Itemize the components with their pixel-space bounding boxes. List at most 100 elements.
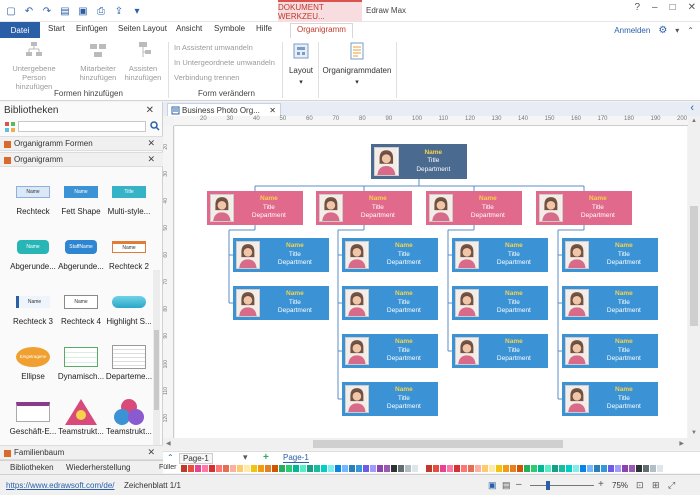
palette-swatch[interactable] <box>517 465 524 472</box>
tab-recovery[interactable]: Wiederherstellung <box>66 463 131 472</box>
vertical-scrollbar[interactable]: ▲ ▼ <box>688 116 700 438</box>
palette-swatch[interactable] <box>265 465 272 472</box>
palette-swatch[interactable] <box>251 465 258 472</box>
zoom-in-icon[interactable]: + <box>598 479 604 490</box>
org-card[interactable]: Name Title Department <box>562 286 658 320</box>
library-section-organigram[interactable]: Organigramm ✕ <box>0 152 163 167</box>
scroll-right-icon[interactable]: ▶ <box>679 441 684 447</box>
signin-link[interactable]: Anmelden <box>614 26 651 35</box>
library-shape[interactable]: Teamstrukt... <box>104 392 154 442</box>
org-card[interactable]: Name Title Department <box>342 238 438 272</box>
palette-swatch[interactable] <box>608 465 615 472</box>
palette-swatch[interactable] <box>531 465 538 472</box>
undo-icon[interactable]: ↶ <box>24 5 34 17</box>
zoom-slider[interactable] <box>530 485 594 486</box>
palette-swatch[interactable] <box>398 465 405 472</box>
save-icon[interactable]: ▣ <box>78 5 88 17</box>
page-nav-up-icon[interactable]: ⌃ <box>167 453 174 462</box>
palette-swatch[interactable] <box>237 465 244 472</box>
palette-swatch[interactable] <box>300 465 307 472</box>
palette-swatch[interactable] <box>524 465 531 472</box>
zoom-out-icon[interactable]: – <box>516 479 522 490</box>
library-shape[interactable]: Title Multi-style... <box>104 172 154 222</box>
palette-swatch[interactable] <box>405 465 412 472</box>
palette-swatch[interactable] <box>552 465 559 472</box>
palette-swatch[interactable] <box>377 465 384 472</box>
org-card[interactable]: Name Title Department <box>536 191 632 225</box>
palette-swatch[interactable] <box>447 465 454 472</box>
scroll-thumb[interactable] <box>154 330 159 410</box>
palette-swatch[interactable] <box>615 465 622 472</box>
library-shape[interactable]: Name Rechteck 4 <box>56 282 106 332</box>
palette-swatch[interactable] <box>538 465 545 472</box>
palette-swatch[interactable] <box>272 465 279 472</box>
fit-width-icon[interactable]: ⊞ <box>652 480 660 490</box>
palette-swatch[interactable] <box>279 465 286 472</box>
palette-swatch[interactable] <box>489 465 496 472</box>
fit-page-icon[interactable]: ⊡ <box>636 480 644 490</box>
palette-swatch[interactable] <box>629 465 636 472</box>
redo-icon[interactable]: ↷ <box>42 5 52 17</box>
new-icon[interactable]: ▢ <box>6 5 16 17</box>
palette-swatch[interactable] <box>181 465 188 472</box>
library-shape[interactable]: Dynamisch... <box>56 337 106 387</box>
scroll-thumb[interactable] <box>313 440 563 448</box>
search-icon[interactable] <box>150 121 160 131</box>
palette-swatch[interactable] <box>384 465 391 472</box>
palette-swatch[interactable] <box>461 465 468 472</box>
library-shape[interactable]: Geschäft-E... <box>8 392 58 442</box>
library-shape[interactable]: Eingetragene Ellipse <box>8 337 58 387</box>
org-card[interactable]: Name Title Department <box>342 382 438 416</box>
palette-swatch[interactable] <box>328 465 335 472</box>
add-page-icon[interactable]: + <box>263 452 269 463</box>
palette-swatch[interactable] <box>468 465 475 472</box>
drawing-canvas[interactable]: Name Title Department Name Title Department Na… <box>175 126 687 438</box>
org-card[interactable]: Name Title Department <box>562 382 658 416</box>
library-shape[interactable]: Name Fett Shape <box>56 172 106 222</box>
palette-swatch[interactable] <box>244 465 251 472</box>
scroll-up-icon[interactable]: ▲ <box>691 118 697 124</box>
org-card[interactable]: Name Title Department <box>316 191 412 225</box>
close-icon[interactable]: ✕ <box>145 105 154 116</box>
export-icon[interactable]: ⇪ <box>114 5 124 17</box>
palette-swatch[interactable] <box>433 465 440 472</box>
palette-swatch[interactable] <box>349 465 356 472</box>
org-card[interactable]: Name Title Department <box>342 286 438 320</box>
tab-help[interactable]: Hilfe <box>256 24 273 33</box>
palette-swatch[interactable] <box>202 465 209 472</box>
grid-icon[interactable] <box>4 121 16 133</box>
more-icon[interactable]: ▾ <box>134 5 140 17</box>
tab-start[interactable]: Start <box>48 24 65 33</box>
chevron-up-icon[interactable]: ⌃ <box>687 26 694 35</box>
palette-swatch[interactable] <box>356 465 363 472</box>
palette-swatch[interactable] <box>475 465 482 472</box>
org-card[interactable]: Name Title Department <box>452 334 548 368</box>
palette-swatch[interactable] <box>258 465 265 472</box>
gear-icon[interactable]: ⚙ <box>658 25 668 36</box>
library-shape[interactable]: Name Abgerunde... <box>8 227 58 277</box>
palette-swatch[interactable] <box>622 465 629 472</box>
palette-swatch[interactable] <box>216 465 223 472</box>
library-shape[interactable]: StaffName Abgerunde... <box>56 227 106 277</box>
palette-swatch[interactable] <box>314 465 321 472</box>
tab-insert[interactable]: Einfügen <box>76 24 108 33</box>
org-card[interactable]: Name Title Department <box>207 191 303 225</box>
palette-swatch[interactable] <box>307 465 314 472</box>
scroll-down-icon[interactable]: ▼ <box>691 430 697 436</box>
collapse-panel-icon[interactable]: ‹ <box>690 102 694 114</box>
close-icon[interactable]: ✕ <box>147 447 155 457</box>
palette-swatch[interactable] <box>454 465 461 472</box>
library-shape[interactable]: Teamstrukt... <box>56 392 106 442</box>
page-tab[interactable]: Page-1 <box>283 453 309 463</box>
disconnect-button[interactable]: Verbindung trennen <box>174 73 240 82</box>
org-card[interactable]: Name Title Department <box>342 334 438 368</box>
library-section-family-tree[interactable]: Familienbaum ✕ <box>0 445 163 460</box>
document-tab[interactable]: Business Photo Org... ✕ <box>167 103 281 116</box>
library-shape[interactable]: Highlight S... <box>104 282 154 332</box>
library-shape[interactable]: Name Rechteck 3 <box>8 282 58 332</box>
palette-swatch[interactable] <box>545 465 552 472</box>
library-search-input[interactable] <box>18 121 146 132</box>
palette-swatch[interactable] <box>482 465 489 472</box>
palette-swatch[interactable] <box>335 465 342 472</box>
chevron-down-icon[interactable]: ▾ <box>675 26 680 35</box>
